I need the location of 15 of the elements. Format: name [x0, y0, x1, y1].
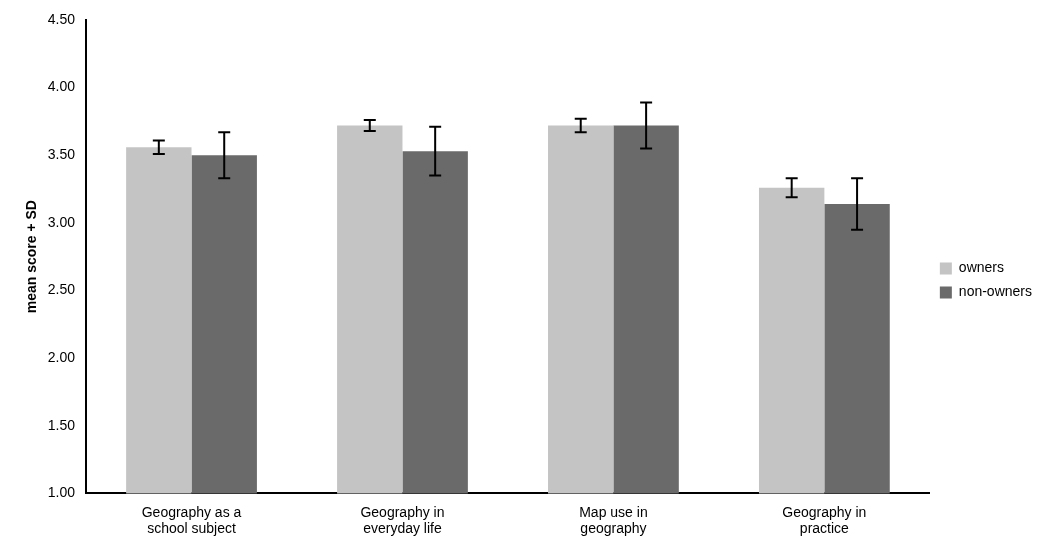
legend-label: owners — [958, 259, 1004, 276]
y-tick-label: 1.50 — [47, 416, 76, 433]
y-tick-label: 3.00 — [47, 213, 76, 230]
y-tick-label: 4.00 — [47, 78, 76, 95]
y-tick-label: 4.50 — [47, 10, 76, 27]
x-tick-label: Geography as a school subject — [141, 503, 242, 537]
x-tick-label: Geography in everyday life — [360, 503, 445, 537]
x-tick-label: Map use in geography — [579, 503, 648, 537]
y-tick-label: 2.00 — [47, 349, 76, 365]
x-tick-label: Geography in practice — [782, 503, 867, 537]
legend-label: non-owners — [958, 283, 1032, 300]
y-axis-title: mean score + SD — [23, 200, 40, 314]
y-tick-label: 1.00 — [47, 484, 76, 501]
y-tick-label: 3.50 — [47, 146, 76, 163]
y-tick-label: 2.50 — [47, 281, 76, 298]
